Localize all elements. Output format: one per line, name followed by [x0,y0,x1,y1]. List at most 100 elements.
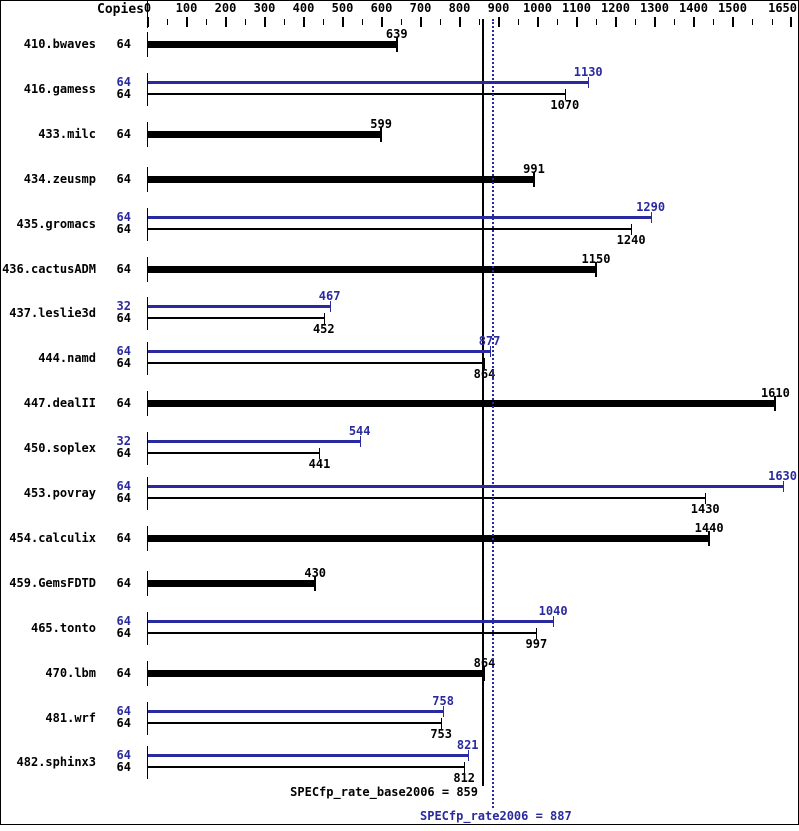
bar-end-tick [359,436,361,447]
bar-value-label: 599 [370,117,392,131]
copies-label: 64 [116,531,131,545]
peak-bar [148,216,651,219]
benchmark-name-label: 433.milc [38,127,96,141]
base-bar [148,766,465,768]
row-axis-segment [147,297,148,330]
axis-minor-tick [479,19,480,25]
copies-column-header: Copies [97,2,144,17]
axis-major-tick [419,17,422,27]
axis-tick-label: 800 [448,1,471,15]
peak-bar [148,620,554,623]
base-bar [148,580,316,587]
benchmark-name-label: 450.soplex [23,441,96,455]
bar-value-label: 430 [304,566,327,580]
copies-label: 64 [116,262,131,276]
copies-label: 64 [116,172,131,186]
axis-minor-tick [440,19,441,25]
bar-value-label: 544 [348,424,371,438]
row-axis-segment [147,208,148,241]
bar-end-tick [553,616,555,627]
copies-label: 64 [116,75,131,89]
benchmark-name-label: 444.namd [38,351,96,365]
axis-major-tick [263,17,266,27]
base-bar [148,722,442,724]
benchmark-name-label: 453.povray [23,486,96,500]
copies-label: 64 [116,614,131,628]
copies-label: 32 [116,299,131,313]
axis-major-tick [302,17,305,27]
axis-tick-label: 1100 [562,1,591,15]
base-bar [148,266,596,273]
bar-value-label: 1070 [550,98,580,112]
row-axis-segment [147,122,148,147]
peak-bar [148,440,360,443]
bar-end-tick [650,212,652,223]
bar-end-tick [483,666,486,681]
copies-label: 64 [116,344,131,358]
bar-end-tick [489,346,491,357]
bar-value-label: 1440 [694,521,724,535]
base-bar [148,400,776,407]
copies-label: 64 [116,396,131,410]
benchmark-name-label: 434.zeusmp [23,172,96,186]
copies-label: 64 [116,626,131,640]
copies-label: 64 [116,666,131,680]
axis-minor-tick [674,19,675,25]
bar-value-label: 467 [318,289,341,303]
base-bar [148,41,397,48]
bar-value-label: 753 [430,727,453,741]
peak-bar [148,305,330,308]
bar-end-tick [564,89,566,100]
bar-end-tick [484,358,486,369]
axis-tick-label: 700 [409,1,432,15]
bar-end-tick [441,718,443,729]
row-axis-segment [147,526,148,551]
bar-value-label: 1150 [581,252,611,266]
base-bar [148,176,534,183]
peak-summary-label: SPECfp_rate2006 = 887 [420,809,572,823]
axis-minor-tick [206,19,207,25]
axis-tick-label: 300 [253,1,276,15]
bar-value-label: 1130 [573,65,603,79]
axis-minor-tick [245,19,246,25]
peak-bar [148,754,468,757]
axis-major-tick [380,17,383,27]
axis-major-tick [692,17,695,27]
axis-major-tick [575,17,578,27]
axis-minor-tick [362,19,363,25]
peak-bar [148,485,784,488]
axis-tick-label: 600 [370,1,393,15]
bar-value-label: 1430 [690,502,720,516]
axis-tick-label: 900 [487,1,510,15]
bar-end-tick [323,313,325,324]
axis-tick-label: 1400 [679,1,708,15]
axis-minor-tick [752,19,753,25]
bar-value-label: 1290 [636,200,666,214]
bar-value-label: 864 [473,656,496,670]
peak-bar [148,350,490,353]
axis-major-tick [497,17,500,27]
bar-end-tick [783,481,785,492]
axis-minor-tick [323,19,324,25]
axis-tick-label: 1000 [523,1,552,15]
bar-end-tick [595,262,597,277]
copies-label: 64 [116,222,131,236]
bar-value-label: 639 [385,27,408,41]
bar-end-tick [708,531,711,546]
copies-label: 64 [116,210,131,224]
benchmark-name-label: 470.lbm [45,666,96,680]
benchmark-name-label: 410.bwaves [23,37,96,51]
bar-value-label: 1630 [768,469,798,483]
bar-end-tick [443,706,445,717]
axis-minor-tick [284,19,285,25]
benchmark-name-label: 459.GemsFDTD [9,576,96,590]
bar-end-tick [532,172,535,187]
axis-major-tick [341,17,344,27]
axis-major-tick [185,17,188,27]
axis-major-tick [224,17,227,27]
base-bar [148,632,537,634]
row-axis-segment [147,702,148,735]
base-bar [148,670,485,677]
axis-tick-label: 500 [331,1,354,15]
bar-end-tick [631,224,633,235]
